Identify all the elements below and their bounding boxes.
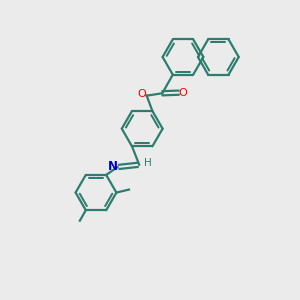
Text: N: N: [108, 160, 118, 173]
Text: O: O: [178, 88, 187, 98]
Text: H: H: [144, 158, 152, 168]
Text: O: O: [138, 89, 147, 99]
